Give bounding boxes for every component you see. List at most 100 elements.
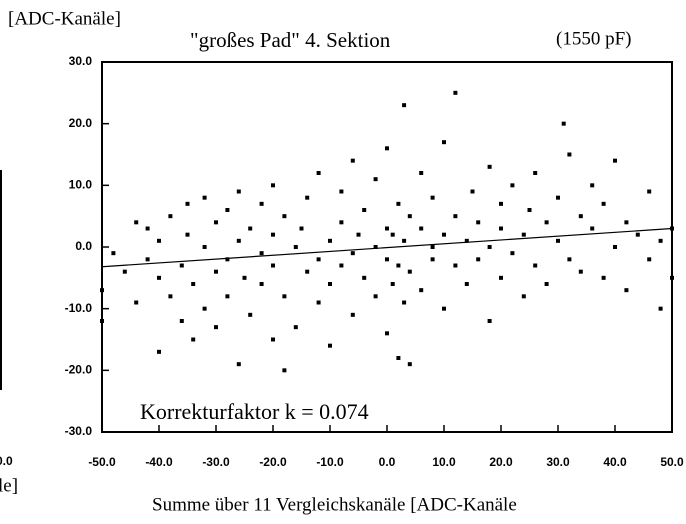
point	[527, 208, 532, 212]
x-tick-label: -10.0	[316, 455, 344, 469]
neighbor-text: le]	[0, 475, 18, 496]
point	[442, 140, 446, 145]
point	[185, 201, 190, 206]
point	[225, 208, 230, 212]
point	[271, 183, 275, 188]
point	[578, 214, 583, 219]
point	[248, 312, 253, 317]
point	[499, 201, 503, 206]
y-tick-label: -10.0	[65, 301, 93, 315]
x-tick-label: -30.0	[202, 455, 230, 469]
point	[111, 251, 116, 256]
point	[578, 269, 583, 274]
point	[556, 238, 560, 243]
point	[402, 103, 407, 108]
point	[613, 158, 617, 163]
point	[293, 325, 298, 330]
point	[225, 257, 230, 262]
point	[157, 238, 161, 243]
point	[373, 245, 378, 249]
point	[225, 294, 230, 299]
point	[544, 282, 549, 286]
point	[385, 226, 389, 231]
point	[647, 257, 652, 262]
x-tick-label: 30.0	[546, 455, 570, 469]
y-tick-label: -20.0	[65, 363, 93, 377]
point	[145, 226, 150, 231]
point	[122, 269, 127, 274]
point	[316, 171, 321, 175]
point	[179, 319, 184, 323]
point	[567, 152, 572, 157]
point	[373, 177, 378, 182]
point	[236, 189, 241, 194]
point	[453, 263, 458, 268]
point	[328, 343, 332, 348]
point	[214, 269, 218, 274]
point	[442, 232, 446, 237]
point	[487, 319, 492, 323]
x-tick-label: 40.0	[603, 455, 627, 469]
point	[282, 294, 287, 299]
point	[259, 201, 264, 206]
point	[145, 257, 150, 262]
point	[191, 282, 196, 286]
point	[271, 337, 275, 342]
point	[499, 275, 503, 280]
point	[544, 220, 549, 225]
point	[396, 201, 401, 206]
point	[476, 257, 481, 262]
point	[556, 195, 560, 200]
point	[430, 195, 435, 200]
point	[402, 300, 407, 305]
point	[419, 288, 424, 293]
point	[658, 306, 663, 311]
x-axis-label: Summe über 11 Vergleichskanäle [ADC-Kanä…	[152, 494, 517, 515]
y-tick-label: 10.0	[69, 178, 93, 192]
point	[339, 263, 344, 268]
point	[299, 226, 304, 231]
point	[248, 226, 253, 231]
x-tick-label: 20.0	[489, 455, 513, 469]
point	[670, 275, 674, 280]
point	[453, 214, 458, 219]
point	[214, 220, 218, 225]
point	[430, 257, 435, 262]
point	[407, 214, 412, 219]
point	[396, 263, 401, 268]
point	[350, 312, 355, 317]
point	[373, 294, 378, 299]
point	[100, 319, 104, 323]
point	[328, 282, 332, 286]
y-tick-label: 0.0	[75, 239, 92, 253]
point	[396, 356, 401, 360]
point	[635, 232, 640, 237]
point	[350, 158, 355, 163]
point	[356, 232, 361, 237]
point	[464, 238, 469, 243]
point	[464, 282, 469, 286]
y-tick-label: 20.0	[69, 116, 93, 130]
point	[214, 325, 218, 330]
point	[100, 288, 104, 293]
point	[328, 238, 332, 243]
x-tick-label: -40.0	[145, 455, 173, 469]
plot-frame	[101, 61, 673, 433]
point	[202, 195, 207, 200]
point	[293, 245, 298, 249]
point	[521, 232, 526, 237]
point	[419, 171, 424, 175]
point	[168, 214, 173, 219]
point	[282, 368, 287, 373]
point	[533, 171, 538, 175]
point	[157, 349, 161, 354]
point	[385, 146, 389, 151]
point	[350, 251, 355, 256]
point	[157, 275, 161, 280]
point	[510, 251, 515, 256]
point	[442, 306, 446, 311]
point	[390, 282, 395, 286]
point	[487, 245, 492, 249]
point	[533, 263, 538, 268]
